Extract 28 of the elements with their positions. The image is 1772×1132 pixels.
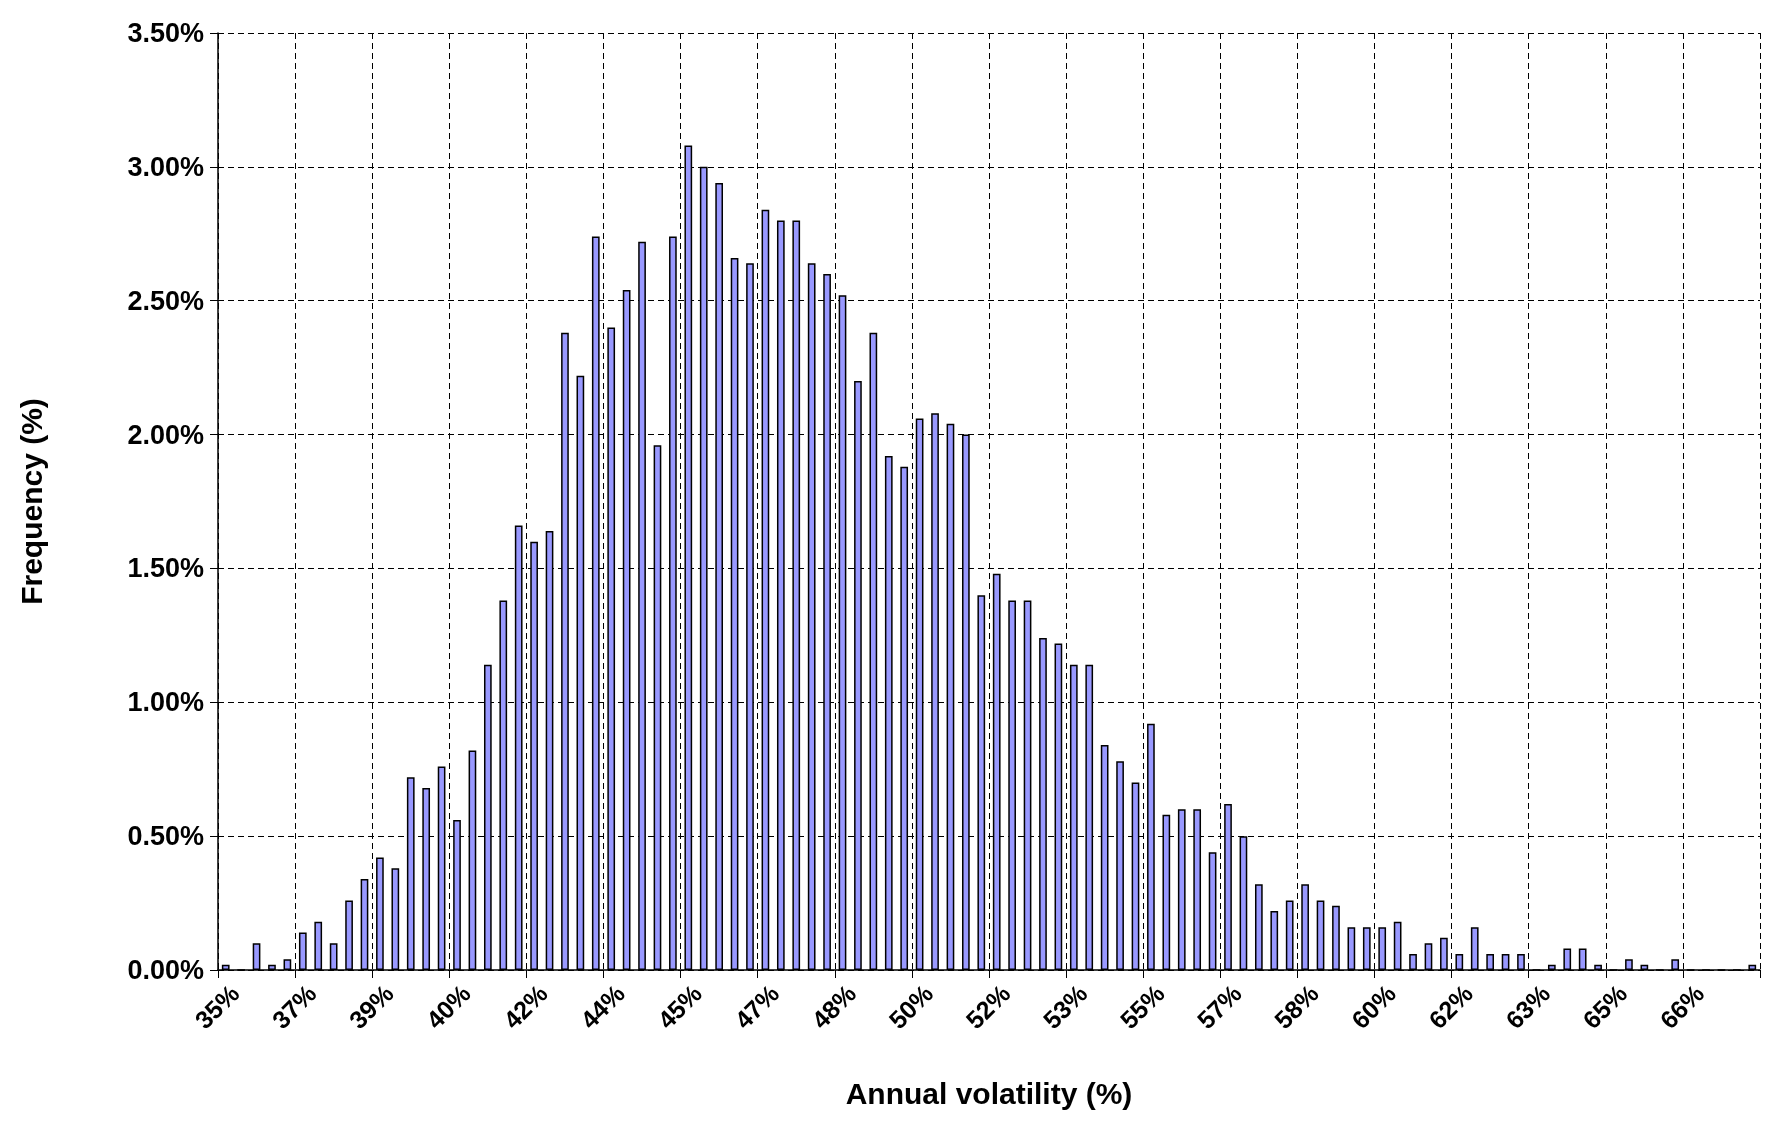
y-tick-label: 2.00% [127, 419, 204, 450]
x-tick-label: 45% [651, 978, 708, 1035]
x-tick-label: 44% [574, 978, 630, 1035]
x-tick-label: 57% [1191, 978, 1247, 1035]
x-tick-label: 40% [420, 978, 476, 1035]
x-tick-label: 48% [806, 978, 862, 1035]
x-tick-label: 37% [266, 978, 322, 1035]
y-tick-label: 2.50% [127, 285, 204, 316]
y-tick-label: 3.00% [127, 151, 204, 182]
x-tick-label: 63% [1499, 978, 1556, 1035]
x-tick-label: 65% [1577, 978, 1633, 1035]
x-tick-label: 60% [1345, 978, 1401, 1035]
x-tick-label: 50% [883, 978, 939, 1035]
x-tick-label: 66% [1654, 978, 1710, 1035]
y-axis-title: Frequency (%) [14, 398, 48, 605]
y-tick-label: 3.50% [127, 18, 204, 48]
x-tick-label: 42% [497, 978, 553, 1035]
x-tick-label: 47% [728, 978, 785, 1035]
x-tick-label: 62% [1422, 978, 1479, 1035]
y-tick-label: 0.50% [127, 821, 204, 852]
x-tick-label: 53% [1037, 978, 1093, 1035]
y-tick-label: 1.50% [127, 553, 204, 584]
x-axis-title: Annual volatility (%) [845, 1076, 1133, 1110]
x-tick-label: 52% [960, 978, 1016, 1035]
y-tick-label: 1.00% [127, 687, 204, 718]
x-tick-label: 39% [343, 978, 399, 1035]
x-tick-label: 58% [1268, 978, 1324, 1035]
x-tick-label: 55% [1114, 978, 1170, 1035]
